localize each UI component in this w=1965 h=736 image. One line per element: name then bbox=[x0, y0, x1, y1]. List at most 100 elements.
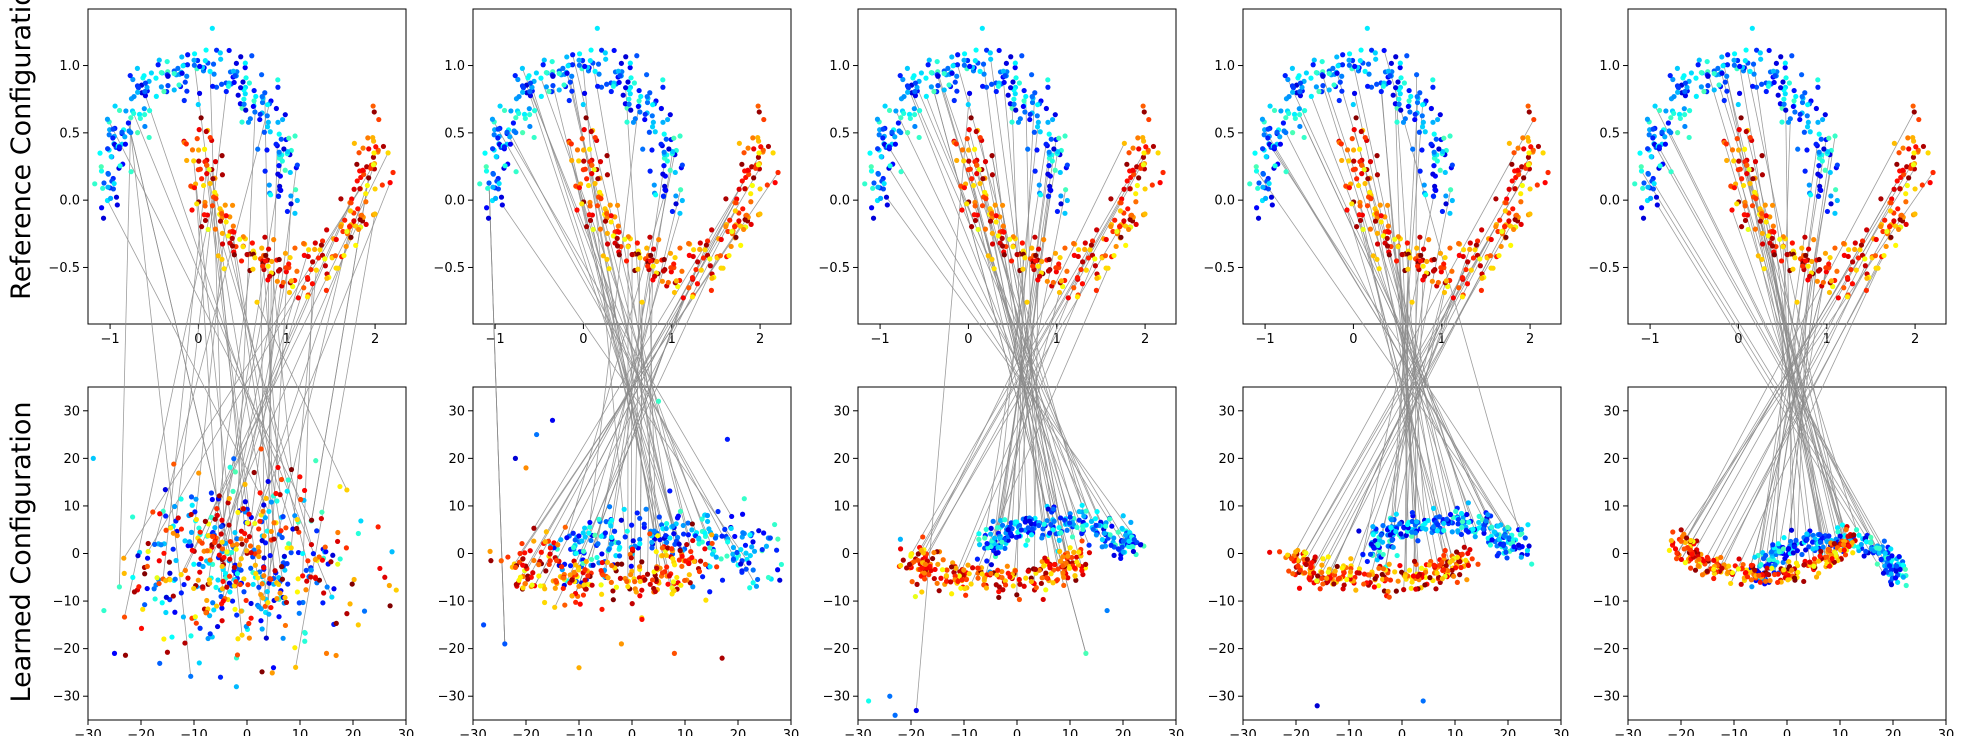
reference-point bbox=[351, 218, 357, 224]
learned-point bbox=[610, 588, 616, 594]
reference-point bbox=[703, 242, 710, 248]
reference-point bbox=[983, 84, 990, 90]
learned-point bbox=[182, 640, 188, 646]
connector-line bbox=[488, 182, 506, 644]
learned-point bbox=[1120, 538, 1126, 544]
reference-point bbox=[1374, 153, 1380, 159]
learned-point bbox=[690, 537, 696, 544]
reference-point bbox=[1771, 229, 1777, 235]
reference-point bbox=[351, 186, 357, 192]
reference-point bbox=[196, 90, 203, 96]
learned-point bbox=[200, 563, 206, 570]
reference-point bbox=[285, 149, 291, 155]
reference-point bbox=[982, 226, 989, 232]
reference-point bbox=[1844, 294, 1851, 300]
learned-point bbox=[193, 496, 199, 502]
reference-point bbox=[1681, 106, 1687, 112]
connectors-5 bbox=[1641, 60, 1934, 584]
reference-point bbox=[361, 171, 367, 177]
reference-point bbox=[1116, 223, 1123, 230]
reference-point bbox=[1430, 268, 1437, 274]
reference-point bbox=[244, 251, 250, 258]
reference-ytick-label: 1.0 bbox=[829, 59, 850, 74]
reference-point bbox=[146, 108, 153, 114]
reference-point bbox=[1493, 223, 1499, 230]
reference-point bbox=[663, 136, 669, 142]
reference-point bbox=[1456, 240, 1462, 247]
reference-point bbox=[231, 79, 237, 86]
reference-point bbox=[1888, 234, 1894, 240]
connector-line bbox=[1346, 209, 1456, 568]
learned-point bbox=[679, 563, 685, 569]
learned-point bbox=[1459, 551, 1465, 557]
reference-point bbox=[1693, 93, 1699, 99]
reference-point bbox=[728, 243, 734, 250]
learned-point bbox=[216, 552, 222, 558]
reference-point bbox=[1259, 116, 1266, 122]
reference-point bbox=[1802, 90, 1808, 96]
learned-point bbox=[538, 549, 544, 555]
connector-line bbox=[571, 76, 655, 532]
reference-point bbox=[1140, 135, 1146, 141]
reference-point bbox=[1770, 68, 1776, 74]
learned-point bbox=[696, 541, 702, 547]
reference-point bbox=[1269, 202, 1275, 208]
learned-point bbox=[235, 509, 241, 515]
learned-point bbox=[582, 534, 588, 540]
reference-point bbox=[1419, 147, 1425, 153]
reference-point bbox=[1468, 267, 1474, 273]
reference-point bbox=[304, 294, 311, 300]
learned-ytick-label: −10 bbox=[1208, 595, 1235, 610]
learned-point bbox=[767, 535, 773, 541]
reference-point bbox=[261, 129, 267, 135]
reference-point bbox=[1758, 56, 1764, 62]
learned-point bbox=[1036, 567, 1042, 573]
learned-point bbox=[1079, 568, 1085, 574]
learned-point bbox=[191, 585, 197, 592]
learned-point bbox=[262, 603, 268, 609]
learned-point bbox=[101, 607, 107, 614]
learned-xtick-label: 20 bbox=[1115, 728, 1132, 736]
reference-point bbox=[1405, 266, 1411, 272]
reference-point bbox=[1862, 263, 1868, 269]
reference-point bbox=[1731, 62, 1737, 68]
reference-point bbox=[1769, 235, 1775, 241]
reference-point bbox=[1742, 203, 1748, 209]
reference-point bbox=[1027, 111, 1033, 117]
reference-point bbox=[219, 241, 226, 247]
learned-point bbox=[333, 620, 339, 626]
learned-ytick-label: −30 bbox=[823, 690, 850, 705]
reference-point bbox=[989, 241, 996, 247]
reference-point bbox=[1111, 252, 1117, 259]
connector-line bbox=[910, 152, 1145, 555]
reference-point bbox=[230, 68, 236, 74]
reference-point bbox=[116, 144, 122, 150]
reference-point bbox=[1012, 60, 1018, 66]
reference-point bbox=[1031, 129, 1037, 135]
reference-point bbox=[1290, 130, 1296, 136]
learned-point bbox=[608, 541, 614, 547]
reference-point bbox=[968, 115, 974, 121]
learned-point bbox=[739, 511, 746, 517]
learned-point bbox=[702, 530, 708, 536]
learned-point bbox=[613, 584, 620, 590]
reference-point bbox=[1082, 240, 1088, 246]
learned-point bbox=[297, 474, 303, 480]
reference-point bbox=[1013, 107, 1019, 113]
learned-point bbox=[234, 541, 240, 548]
reference-point bbox=[1255, 185, 1261, 191]
reference-point bbox=[1420, 246, 1427, 252]
learned-point bbox=[1483, 518, 1489, 524]
connector-line bbox=[576, 186, 673, 594]
learned-point bbox=[1060, 570, 1066, 576]
reference-point bbox=[1738, 115, 1744, 121]
reference-point bbox=[604, 172, 611, 178]
reference-point bbox=[353, 242, 359, 248]
learned-point bbox=[911, 559, 917, 565]
learned-point bbox=[931, 549, 937, 556]
reference-point bbox=[1254, 205, 1260, 211]
reference-point bbox=[1301, 108, 1308, 114]
learned-point bbox=[382, 574, 388, 580]
reference-point bbox=[100, 185, 106, 191]
learned-ytick-label: −10 bbox=[1593, 595, 1620, 610]
